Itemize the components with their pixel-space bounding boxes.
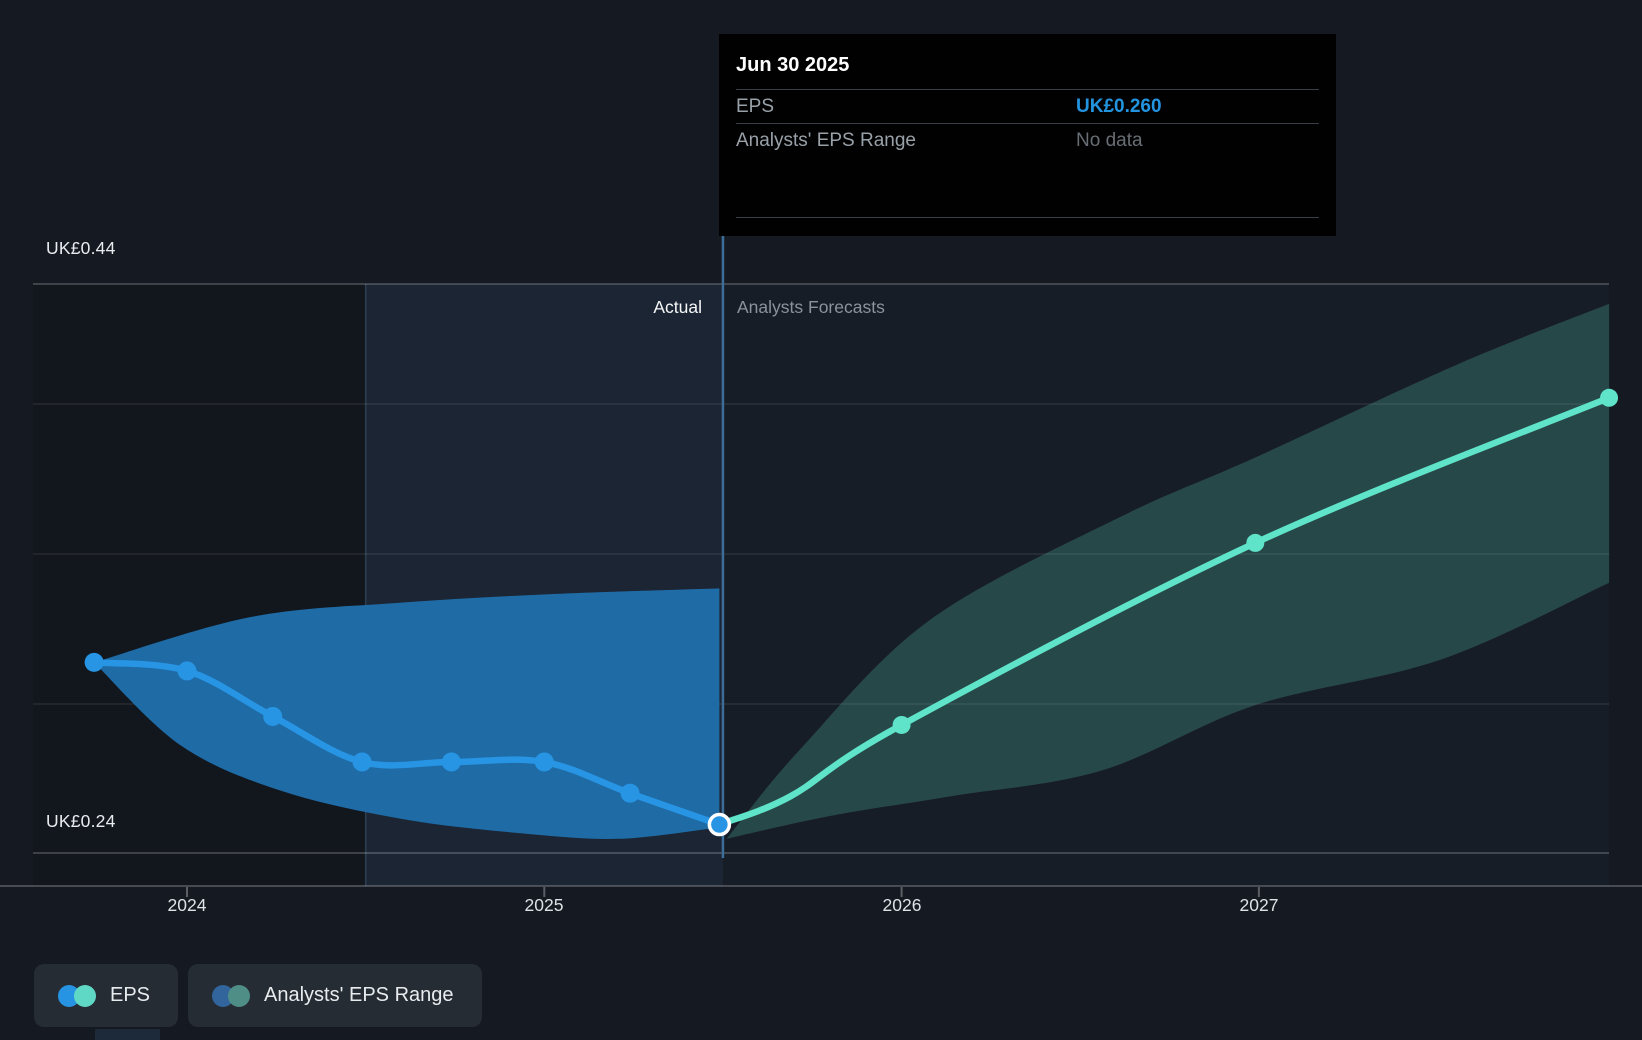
- chart-legend: EPS Analysts' EPS Range: [34, 964, 482, 1027]
- x-tick-2027: 2027: [1239, 895, 1279, 915]
- actual-range-band: [94, 588, 720, 839]
- x-tick-2026: 2026: [882, 895, 922, 915]
- hovered-transition-point[interactable]: [707, 812, 732, 837]
- tooltip-date: Jun 30 2025: [736, 54, 850, 76]
- x-tick-2025: 2025: [524, 895, 564, 915]
- legend-item-eps-range[interactable]: Analysts' EPS Range: [188, 964, 482, 1027]
- tooltip-row-range: Analysts' EPS Range No data: [736, 124, 1319, 157]
- actual-eps-point[interactable]: [620, 783, 640, 803]
- eps-range-series-icon: [212, 984, 252, 1008]
- tooltip-divider: [736, 123, 1319, 124]
- x-tick-2024: 2024: [167, 895, 207, 915]
- tooltip-divider: [736, 89, 1319, 90]
- tooltip-divider: [736, 217, 1319, 218]
- actual-eps-point[interactable]: [441, 752, 461, 772]
- y-axis-top-label: UK£0.44: [46, 238, 116, 258]
- chart-tooltip: Jun 30 2025 EPS UK£0.260 Analysts' EPS R…: [719, 34, 1336, 236]
- y-axis-bottom-label: UK£0.24: [46, 811, 116, 831]
- forecast-range-band: [726, 303, 1610, 839]
- eps-series-icon: [58, 984, 98, 1008]
- legend-eps-label: EPS: [110, 984, 151, 1006]
- forecast-eps-point[interactable]: [1246, 533, 1265, 552]
- actual-eps-point[interactable]: [352, 752, 372, 772]
- phase-label-actual: Actual: [653, 297, 702, 317]
- actual-eps-point[interactable]: [534, 752, 554, 772]
- forecast-eps-line: [716, 394, 1613, 828]
- legend-eps-range-label: Analysts' EPS Range: [264, 984, 454, 1006]
- actual-eps-point[interactable]: [263, 706, 283, 726]
- forecast-eps-point[interactable]: [1600, 388, 1619, 407]
- tooltip-eps-value: UK£0.260: [1076, 95, 1162, 117]
- actual-eps-line: [90, 659, 723, 828]
- actual-eps-point[interactable]: [84, 652, 104, 672]
- phase-label-forecast: Analysts Forecasts: [737, 297, 885, 317]
- forecast-eps-point[interactable]: [892, 715, 911, 734]
- legend-item-eps[interactable]: EPS: [34, 964, 179, 1027]
- tooltip-range-value: No data: [1076, 129, 1143, 151]
- tooltip-row-eps: EPS UK£0.260: [736, 90, 1319, 123]
- tooltip-range-label: Analysts' EPS Range: [736, 129, 916, 151]
- tooltip-eps-label: EPS: [736, 95, 775, 117]
- actual-eps-point[interactable]: [177, 661, 197, 681]
- partial-ui-fragment: [95, 1029, 160, 1040]
